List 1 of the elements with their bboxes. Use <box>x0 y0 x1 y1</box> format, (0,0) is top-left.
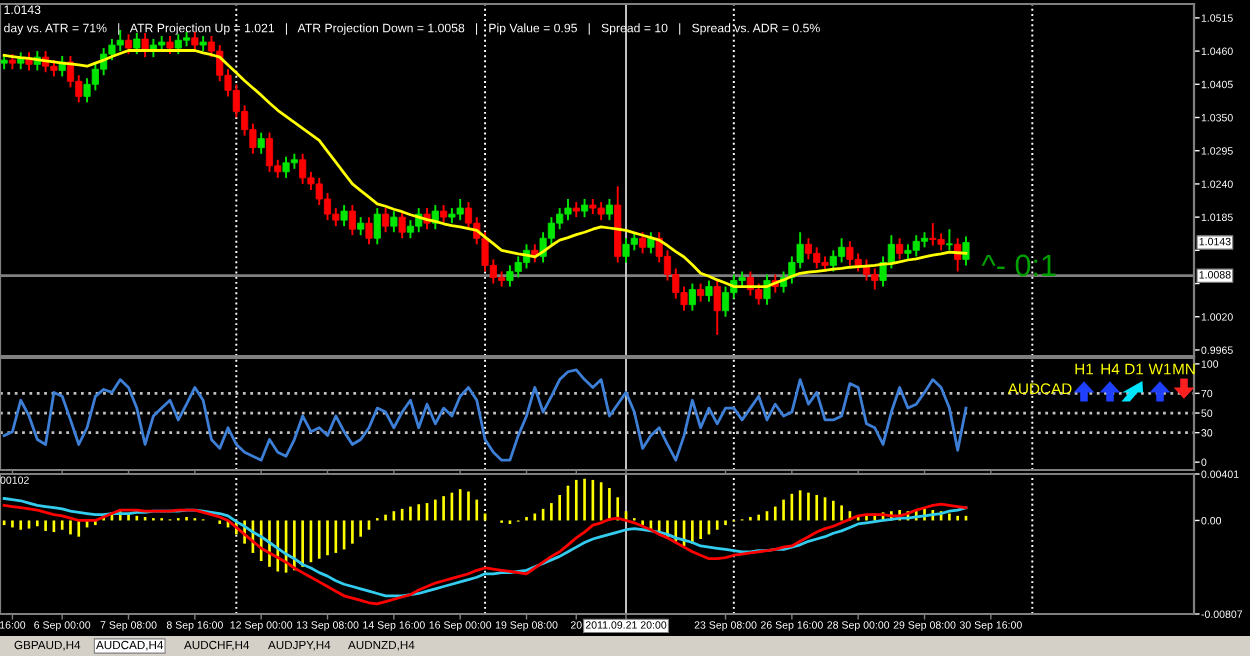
annotation: ^- 0:1 <box>981 254 1056 277</box>
